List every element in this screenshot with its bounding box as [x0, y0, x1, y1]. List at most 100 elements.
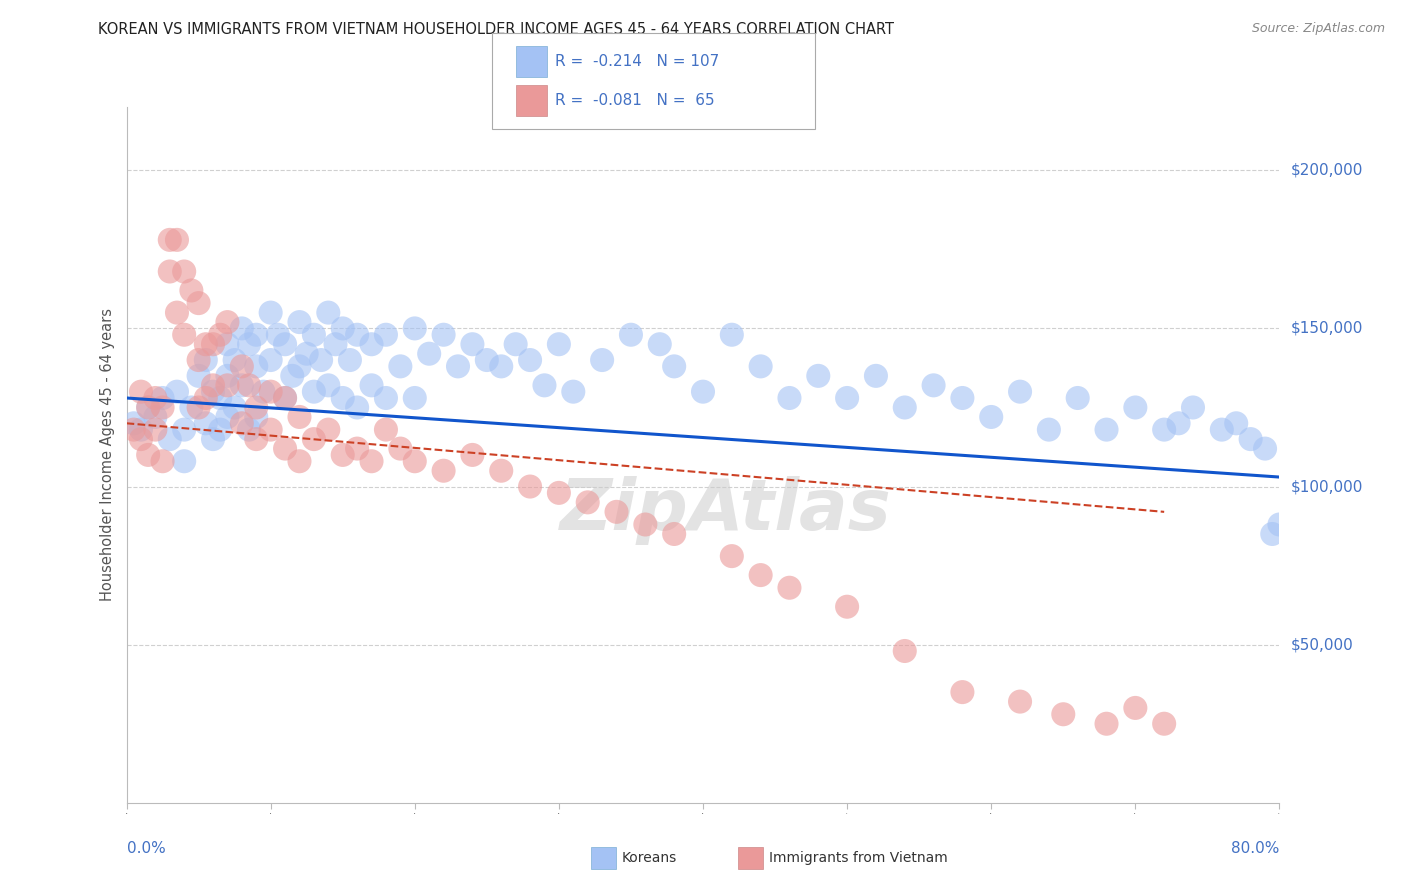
- Point: [152, 401, 174, 415]
- Point: [489, 359, 512, 374]
- Point: [1181, 401, 1204, 415]
- Point: [980, 409, 1002, 424]
- Point: [1095, 423, 1118, 437]
- Point: [346, 442, 368, 456]
- Point: [548, 337, 571, 351]
- Point: [489, 464, 512, 478]
- Point: [374, 327, 398, 342]
- Point: [1038, 423, 1060, 437]
- Point: [136, 401, 159, 415]
- Point: [374, 391, 398, 405]
- Point: [217, 315, 239, 329]
- Point: [404, 321, 426, 335]
- Point: [245, 401, 267, 415]
- Point: [122, 417, 145, 431]
- Y-axis label: Householder Income Ages 45 - 64 years: Householder Income Ages 45 - 64 years: [100, 309, 115, 601]
- Point: [562, 384, 585, 399]
- Point: [591, 353, 613, 368]
- Point: [152, 391, 174, 405]
- Point: [779, 581, 801, 595]
- Point: [274, 391, 297, 405]
- Text: 80.0%: 80.0%: [1232, 841, 1279, 856]
- Point: [664, 527, 686, 541]
- Point: [274, 442, 297, 456]
- Point: [145, 391, 166, 405]
- Point: [259, 305, 281, 319]
- Point: [129, 423, 152, 437]
- Text: $150,000: $150,000: [1291, 321, 1364, 336]
- Point: [259, 353, 281, 368]
- Point: [136, 448, 159, 462]
- Point: [231, 378, 253, 392]
- Point: [238, 378, 260, 392]
- Text: R =  -0.214   N = 107: R = -0.214 N = 107: [555, 54, 720, 69]
- Point: [318, 378, 340, 392]
- Point: [245, 432, 267, 446]
- Point: [1153, 716, 1175, 731]
- Point: [447, 359, 470, 374]
- Point: [180, 284, 202, 298]
- Point: [519, 353, 541, 368]
- Point: [648, 337, 671, 351]
- Point: [122, 423, 145, 437]
- Point: [865, 368, 887, 383]
- Point: [404, 454, 426, 468]
- Text: ZipAtlas: ZipAtlas: [560, 476, 891, 545]
- Point: [202, 378, 225, 392]
- Point: [519, 479, 541, 493]
- Point: [1052, 707, 1074, 722]
- Point: [620, 327, 643, 342]
- Point: [202, 384, 225, 399]
- Point: [217, 368, 239, 383]
- Point: [433, 464, 456, 478]
- Point: [194, 417, 217, 431]
- Text: KOREAN VS IMMIGRANTS FROM VIETNAM HOUSEHOLDER INCOME AGES 45 - 64 YEARS CORRELAT: KOREAN VS IMMIGRANTS FROM VIETNAM HOUSEH…: [98, 22, 894, 37]
- Point: [166, 233, 188, 247]
- Point: [129, 384, 152, 399]
- Point: [1211, 423, 1233, 437]
- Point: [325, 337, 347, 351]
- Point: [159, 233, 181, 247]
- Point: [418, 347, 440, 361]
- Point: [1240, 432, 1263, 446]
- Point: [894, 644, 917, 658]
- Point: [145, 423, 166, 437]
- Point: [259, 423, 281, 437]
- Point: [209, 391, 232, 405]
- Point: [245, 327, 267, 342]
- Point: [339, 353, 361, 368]
- Point: [835, 391, 858, 405]
- Point: [749, 568, 772, 582]
- Point: [194, 353, 217, 368]
- Point: [295, 347, 318, 361]
- Point: [209, 327, 232, 342]
- Text: R =  -0.081   N =  65: R = -0.081 N = 65: [555, 93, 716, 108]
- Point: [346, 327, 368, 342]
- Point: [187, 296, 209, 310]
- Text: $200,000: $200,000: [1291, 163, 1364, 178]
- Point: [173, 264, 195, 278]
- Point: [267, 327, 290, 342]
- Point: [605, 505, 627, 519]
- Point: [288, 409, 311, 424]
- Point: [318, 305, 340, 319]
- Point: [259, 384, 281, 399]
- Point: [159, 432, 181, 446]
- Point: [1254, 442, 1277, 456]
- Point: [664, 359, 686, 374]
- Point: [389, 442, 412, 456]
- Point: [231, 359, 253, 374]
- Point: [1225, 417, 1247, 431]
- Point: [720, 327, 742, 342]
- Point: [433, 327, 456, 342]
- Point: [245, 409, 267, 424]
- Point: [129, 432, 152, 446]
- Point: [1261, 527, 1284, 541]
- Point: [274, 391, 297, 405]
- Point: [332, 448, 354, 462]
- Point: [187, 353, 209, 368]
- Point: [720, 549, 742, 563]
- Point: [1123, 701, 1146, 715]
- Point: [894, 401, 917, 415]
- Point: [159, 264, 181, 278]
